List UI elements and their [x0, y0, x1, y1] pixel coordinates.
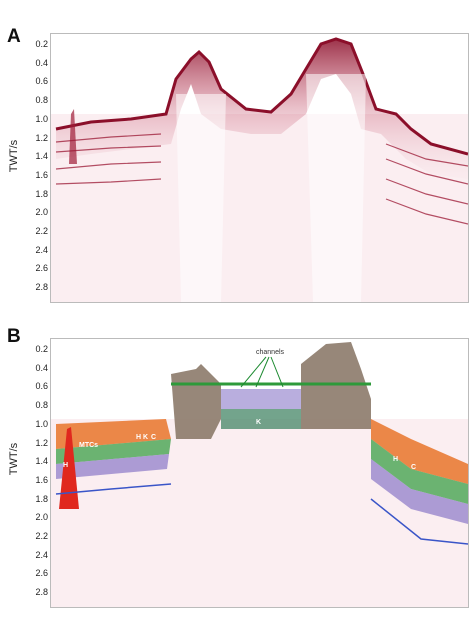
- y-tick-label: 2.6: [35, 263, 48, 274]
- k-label-2: K: [256, 419, 261, 426]
- y-tick-label: 0.2: [35, 344, 48, 354]
- flank-layers-a: [55, 133, 468, 225]
- panel-label-b: B: [7, 326, 21, 347]
- y-tick-label: 2.4: [35, 244, 48, 255]
- y-tick-label: 1.2: [35, 437, 48, 448]
- y-tick-label: 2.6: [35, 568, 48, 579]
- y-tick-label: 2.0: [35, 512, 48, 523]
- y-tick-label: 0.6: [35, 381, 48, 392]
- y-tick-label: 1.4: [35, 151, 48, 162]
- h-label-2: H: [136, 434, 141, 441]
- c-label-1: C: [151, 434, 156, 441]
- y-tick-label: 0.4: [35, 57, 48, 68]
- y-tick-label: 2.2: [35, 531, 48, 541]
- y-tick-label: 1.8: [35, 188, 48, 199]
- seismic-image-a: [51, 37, 468, 302]
- green-unit-left: [56, 439, 171, 464]
- y-tick-label: 0.2: [35, 39, 48, 49]
- h-label-3: H: [393, 456, 398, 463]
- h-label-1: H: [63, 462, 68, 469]
- k-label-1: K: [143, 434, 148, 441]
- panel-a: A TWT/s 0.2 0.4 0.6 0.8 1.0 1.2 1.4 1.6 1.8 2.0 2.…: [0, 0, 474, 312]
- interpreted-image-b: channels MTCs H H H K K C C: [51, 342, 468, 607]
- mtc-label: MTCs: [79, 442, 98, 449]
- orange-unit-right: [371, 419, 468, 484]
- y-tick-label: 1.2: [35, 132, 48, 143]
- channels-label: channels: [256, 349, 285, 356]
- channel-leaders: [240, 356, 284, 388]
- y-tick-label: 0.8: [35, 400, 48, 411]
- y-tick-label: 0.8: [35, 95, 48, 106]
- y-tick-label: 1.6: [35, 169, 48, 180]
- y-tick-label: 1.4: [35, 456, 48, 467]
- y-tick-label: 0.6: [35, 76, 48, 87]
- purple-unit-left: [56, 454, 169, 479]
- y-tick-label: 2.0: [35, 207, 48, 218]
- y-tick-label: 1.8: [35, 493, 48, 504]
- green-unit-right: [371, 439, 468, 504]
- volcano-body: [59, 427, 79, 509]
- y-tick-label: 2.8: [35, 282, 48, 293]
- purple-unit-right: [371, 459, 468, 524]
- diapir-left: [171, 364, 221, 439]
- panel-label-a: A: [7, 26, 21, 47]
- y-tick-label: 2.2: [35, 226, 48, 236]
- y-tick-label: 1.0: [35, 418, 48, 429]
- y-axis-label-a: TWT/s: [8, 139, 21, 173]
- seabed-reflector-a: [55, 37, 468, 156]
- y-tick-label: 1.6: [35, 474, 48, 485]
- y-tick-label: 1.0: [35, 113, 48, 124]
- reflector-band-a: [56, 39, 468, 179]
- panel-b: B TWT/s 0.2 0.4 0.6 0.8 1.0 1.2 1.4 1.6 1.8 2.0 2.…: [0, 313, 474, 625]
- y-tick-label: 0.4: [35, 362, 48, 373]
- y-tick-label: 2.4: [35, 549, 48, 560]
- y-axis-label-b: TWT/s: [8, 442, 21, 476]
- interpreted-section-b: channels MTCs H H H K K C C: [50, 338, 469, 608]
- seismic-section-a: [50, 33, 469, 303]
- c-label-2: C: [411, 464, 416, 471]
- y-tick-label: 2.8: [35, 587, 48, 598]
